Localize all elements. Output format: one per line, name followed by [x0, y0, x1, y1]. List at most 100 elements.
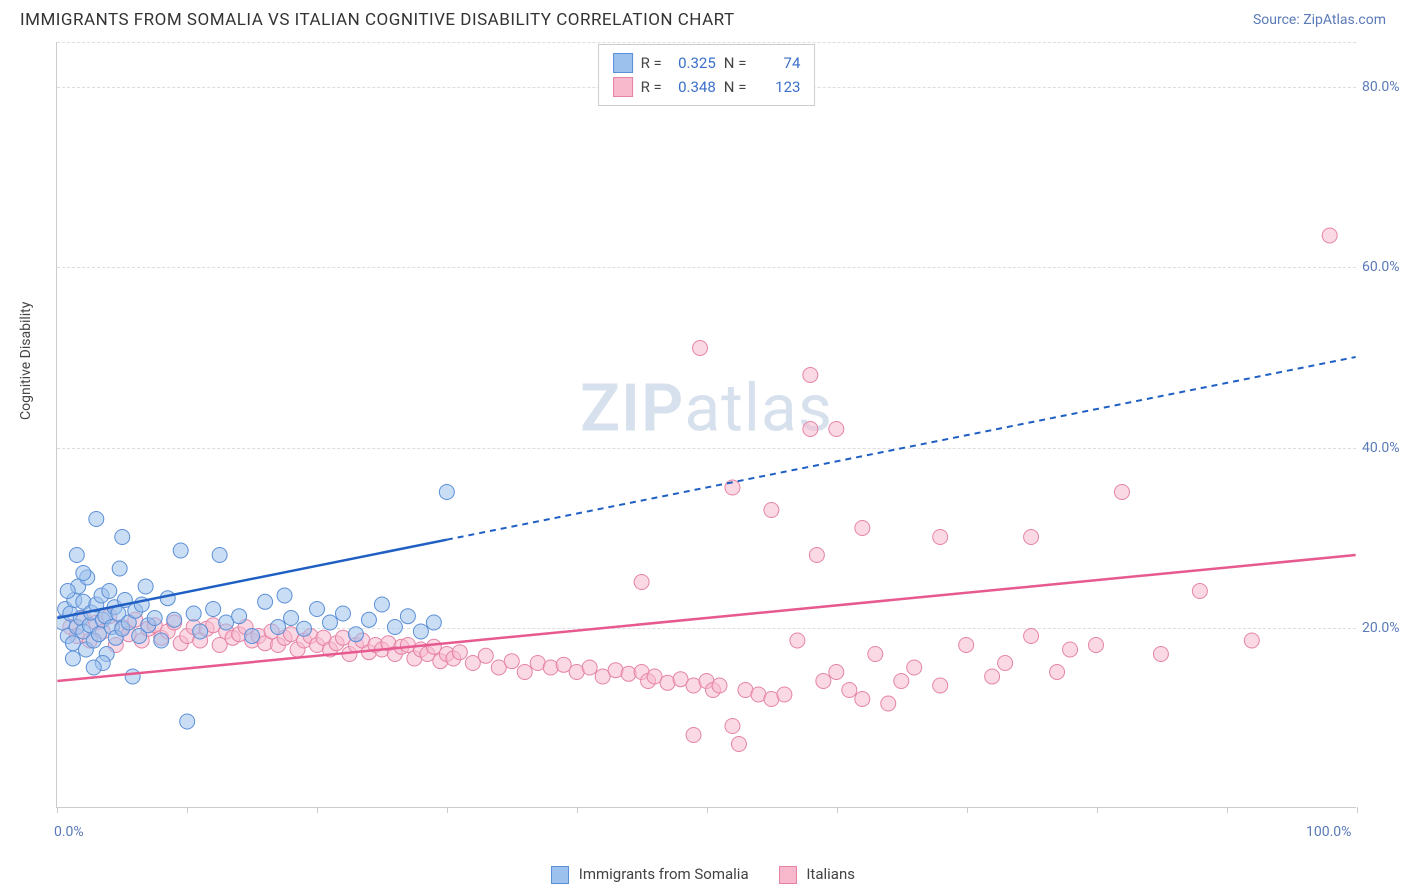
- scatter-point-italians: [881, 696, 896, 711]
- scatter-point-somalia: [361, 612, 376, 627]
- scatter-point-somalia: [258, 594, 273, 609]
- scatter-point-italians: [894, 674, 909, 689]
- y-tick-label: 40.0%: [1362, 440, 1406, 456]
- scatter-point-somalia: [374, 597, 389, 612]
- x-tick: [837, 807, 838, 813]
- scatter-point-italians: [959, 638, 974, 653]
- scatter-point-italians: [504, 654, 519, 669]
- scatter-point-italians: [1024, 629, 1039, 644]
- scatter-point-italians: [1322, 228, 1337, 243]
- y-tick-label: 80.0%: [1362, 79, 1406, 95]
- scatter-point-italians: [1192, 584, 1207, 599]
- x-tick: [57, 807, 58, 813]
- scatter-svg: [57, 42, 1356, 807]
- scatter-point-somalia: [60, 584, 75, 599]
- scatter-point-somalia: [387, 620, 402, 635]
- scatter-point-italians: [634, 575, 649, 590]
- correlation-row-somalia: R = 0.325 N = 74: [613, 51, 801, 75]
- scatter-point-somalia: [173, 543, 188, 558]
- scatter-point-italians: [725, 719, 740, 734]
- scatter-point-italians: [829, 422, 844, 437]
- scatter-point-somalia: [335, 606, 350, 621]
- x-tick: [967, 807, 968, 813]
- y-tick-label: 20.0%: [1362, 620, 1406, 636]
- scatter-point-italians: [803, 368, 818, 383]
- r-value-italians: 0.348: [670, 75, 716, 99]
- x-tick-label: 100.0%: [1306, 824, 1351, 840]
- scatter-point-somalia: [323, 615, 338, 630]
- scatter-point-italians: [855, 521, 870, 536]
- scatter-point-somalia: [125, 669, 140, 684]
- scatter-point-somalia: [193, 624, 208, 639]
- scatter-point-somalia: [212, 548, 227, 563]
- n-value-italians: 123: [754, 75, 800, 99]
- scatter-point-somalia: [180, 714, 195, 729]
- scatter-point-somalia: [65, 651, 80, 666]
- scatter-point-somalia: [86, 660, 101, 675]
- source-label: Source:: [1253, 12, 1303, 28]
- y-tick-label: 60.0%: [1362, 259, 1406, 275]
- scatter-point-italians: [764, 503, 779, 518]
- legend-swatch-somalia: [551, 866, 569, 884]
- scatter-point-somalia: [245, 629, 260, 644]
- x-tick: [1227, 807, 1228, 813]
- scatter-point-italians: [933, 678, 948, 693]
- scatter-point-italians: [693, 341, 708, 356]
- y-axis-title: Cognitive Disability: [18, 302, 34, 420]
- scatter-point-somalia: [186, 606, 201, 621]
- x-tick: [577, 807, 578, 813]
- scatter-point-italians: [686, 728, 701, 743]
- scatter-point-somalia: [147, 611, 162, 626]
- scatter-point-italians: [842, 683, 857, 698]
- scatter-point-somalia: [439, 485, 454, 500]
- scatter-point-italians: [985, 669, 1000, 684]
- scatter-point-italians: [478, 648, 493, 663]
- legend-swatch-italians: [779, 866, 797, 884]
- scatter-point-somalia: [206, 602, 221, 617]
- x-tick: [707, 807, 708, 813]
- r-value-somalia: 0.325: [670, 51, 716, 75]
- swatch-somalia: [613, 53, 633, 73]
- scatter-point-somalia: [297, 621, 312, 636]
- swatch-italians: [613, 77, 633, 97]
- scatter-point-somalia: [284, 611, 299, 626]
- scatter-point-somalia: [400, 609, 415, 624]
- x-tick: [447, 807, 448, 813]
- n-value-somalia: 74: [754, 51, 800, 75]
- r-label: R =: [641, 51, 662, 75]
- scatter-point-italians: [790, 633, 805, 648]
- scatter-point-somalia: [277, 588, 292, 603]
- scatter-point-italians: [933, 530, 948, 545]
- scatter-point-italians: [809, 548, 824, 563]
- scatter-point-italians: [868, 647, 883, 662]
- trendline-dashed-somalia: [447, 357, 1356, 540]
- legend-label-italians: Italians: [806, 865, 855, 883]
- source-value: ZipAtlas.com: [1303, 12, 1386, 28]
- scatter-point-italians: [803, 422, 818, 437]
- scatter-point-italians: [855, 692, 870, 707]
- scatter-point-somalia: [115, 530, 130, 545]
- scatter-point-italians: [1063, 642, 1078, 657]
- scatter-point-italians: [517, 665, 532, 680]
- x-tick: [1357, 807, 1358, 813]
- scatter-point-italians: [1244, 633, 1259, 648]
- scatter-point-italians: [1050, 665, 1065, 680]
- x-tick: [317, 807, 318, 813]
- scatter-point-somalia: [154, 633, 169, 648]
- scatter-point-italians: [777, 687, 792, 702]
- scatter-point-somalia: [69, 548, 84, 563]
- chart-title: IMMIGRANTS FROM SOMALIA VS ITALIAN COGNI…: [20, 10, 735, 30]
- scatter-point-somalia: [310, 602, 325, 617]
- scatter-point-italians: [998, 656, 1013, 671]
- x-tick-label: 0.0%: [54, 824, 84, 840]
- scatter-point-italians: [1114, 485, 1129, 500]
- scatter-point-somalia: [271, 620, 286, 635]
- legend-item-somalia: Immigrants from Somalia: [551, 865, 749, 884]
- scatter-point-italians: [582, 660, 597, 675]
- scatter-point-somalia: [348, 627, 363, 642]
- scatter-point-somalia: [232, 609, 247, 624]
- scatter-point-italians: [543, 660, 558, 675]
- scatter-point-italians: [907, 660, 922, 675]
- x-tick: [1097, 807, 1098, 813]
- chart-plot-area: ZIPatlas R = 0.325 N = 74 R = 0.348 N = …: [56, 42, 1356, 808]
